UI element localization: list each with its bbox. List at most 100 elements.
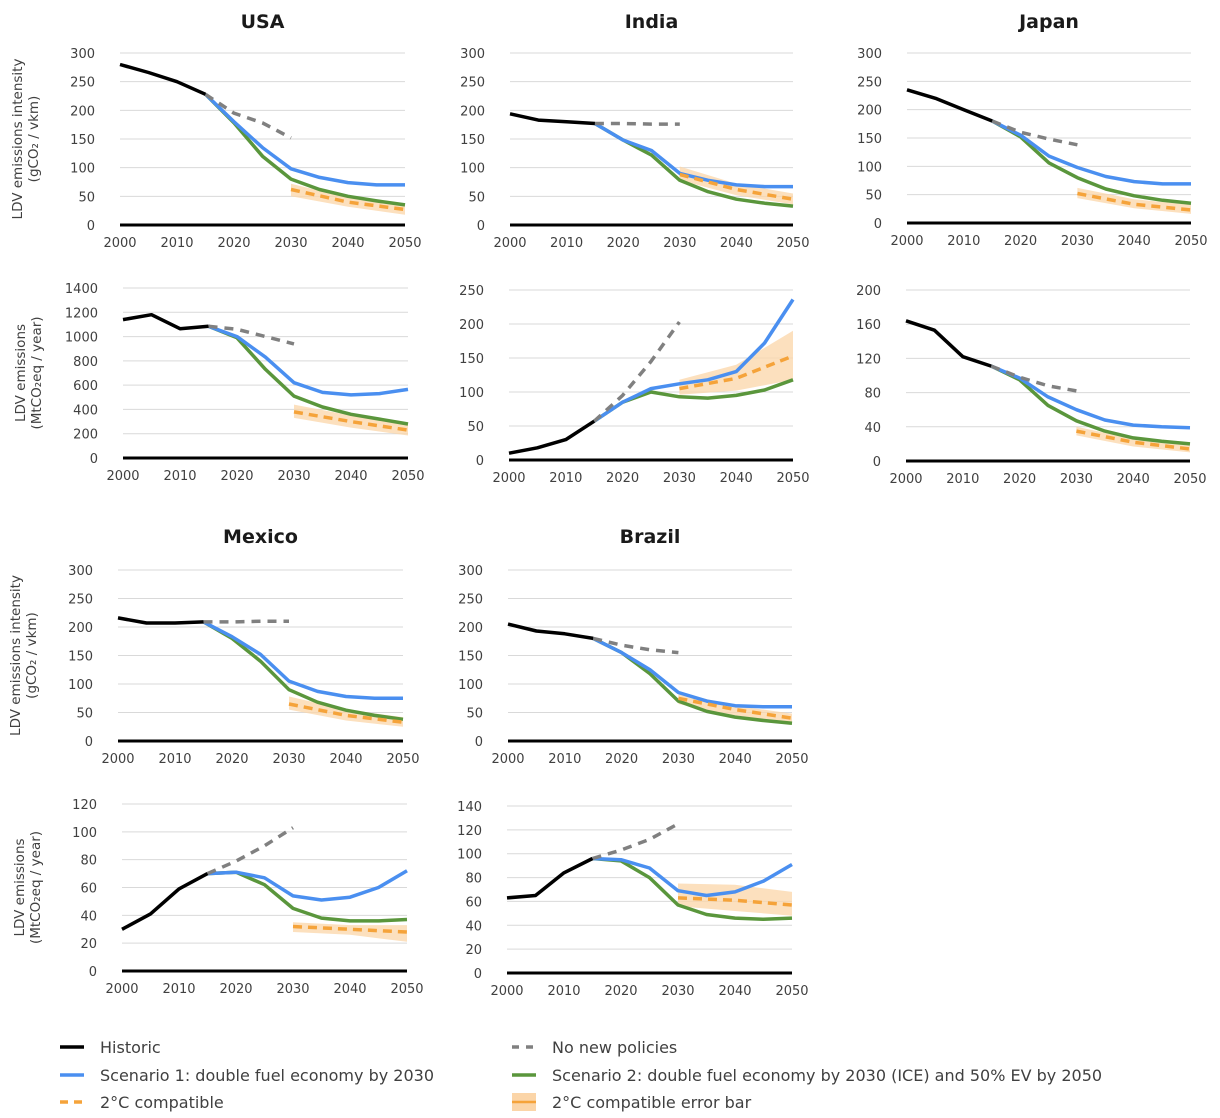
y-tick-label: 1400	[65, 282, 98, 297]
x-tick-label: 2030	[662, 752, 695, 767]
x-tick-label: 2030	[272, 752, 305, 767]
y-tick-label: 0	[476, 454, 484, 469]
x-tick-label: 2050	[775, 984, 808, 999]
x-tick-label: 2010	[550, 236, 583, 251]
two-degree-line	[679, 354, 794, 391]
x-tick-label: 2010	[158, 752, 191, 767]
y-axis-label-line2: (gCO₂ / vkm)	[24, 612, 40, 699]
y-tick-label: 300	[857, 47, 882, 62]
error-bar-band	[678, 883, 792, 916]
x-tick-label: 2030	[663, 471, 696, 486]
y-axis-label: LDV emissions(MtCO₂eq / year)	[13, 316, 45, 429]
y-tick-label: 1200	[65, 306, 98, 321]
x-tick-label: 2020	[220, 469, 253, 484]
x-tick-label: 2020	[219, 982, 252, 997]
legend-item-historic: Historic	[60, 1038, 161, 1057]
y-tick-label: 200	[73, 428, 98, 443]
x-tick-label: 2000	[490, 984, 523, 999]
y-tick-label: 0	[89, 965, 97, 980]
x-tick-label: 2040	[718, 984, 751, 999]
two-degree-line	[293, 410, 409, 432]
x-tick-label: 2000	[105, 982, 138, 997]
legend-label: Historic	[100, 1038, 161, 1057]
y-tick-label: 200	[459, 318, 484, 333]
two-degree-line	[678, 696, 793, 720]
y-axis-label-line1: LDV emissions	[12, 838, 28, 936]
panel-title: India	[625, 11, 679, 33]
y-tick-label: 60	[465, 895, 482, 910]
x-tick-label: 2010	[163, 469, 196, 484]
y-tick-label: 60	[80, 882, 97, 897]
x-tick-label: 2030	[1061, 234, 1094, 249]
two-degree-line	[290, 187, 406, 212]
x-tick-label: 2030	[276, 982, 309, 997]
y-tick-label: 100	[457, 848, 482, 863]
historic-line	[122, 312, 209, 331]
y-tick-label: 0	[874, 217, 882, 232]
y-tick-label: 300	[70, 47, 95, 62]
y-tick-label: 100	[70, 162, 95, 177]
x-tick-label: 2050	[775, 752, 808, 767]
y-tick-label: 150	[458, 650, 483, 665]
x-tick-label: 2020	[607, 236, 640, 251]
panel-row-5: 0 40 80 120 160 200 2000 2010 2020 2030 2040 2050	[856, 284, 1206, 487]
y-tick-label: 200	[68, 621, 93, 636]
historic-line	[508, 419, 596, 455]
panel-title: Japan	[1017, 11, 1079, 33]
y-tick-label: 250	[70, 76, 95, 91]
y-tick-label: 40	[864, 421, 881, 436]
panel-title: USA	[241, 11, 285, 33]
no-new-policies-line	[991, 119, 1078, 147]
x-tick-label: 2030	[277, 469, 310, 484]
y-tick-label: 300	[460, 47, 485, 62]
y-tick-label: 150	[460, 133, 485, 148]
x-tick-label: 2050	[388, 236, 421, 251]
panel-mexico: Mexico 0 50 100 150 200 250 300 2000 2010 2020 2030…	[8, 526, 420, 767]
y-tick-label: 250	[458, 593, 483, 608]
y-tick-label: 0	[90, 452, 98, 467]
no-new-policies-line	[208, 324, 295, 346]
y-tick-label: 200	[857, 104, 882, 119]
y-tick-label: 80	[465, 872, 482, 887]
legend-item-error_bar: 2°C compatible error bar	[512, 1093, 752, 1112]
y-tick-label: 150	[459, 352, 484, 367]
x-tick-label: 2040	[1118, 234, 1151, 249]
y-tick-label: 50	[467, 420, 484, 435]
y-tick-label: 150	[857, 132, 882, 147]
x-tick-label: 2040	[719, 752, 752, 767]
x-tick-label: 2010	[162, 982, 195, 997]
historic-line	[117, 616, 204, 625]
y-tick-label: 120	[856, 352, 881, 367]
x-tick-label: 2010	[547, 984, 580, 999]
y-axis-label-line1: LDV emissions	[13, 324, 29, 422]
legend-item-no_new_policies: No new policies	[512, 1038, 677, 1057]
historic-line	[906, 88, 993, 123]
y-tick-label: 160	[856, 318, 881, 333]
two-degree-line	[677, 896, 793, 907]
y-tick-label: 100	[857, 160, 882, 175]
error-bar-band	[1077, 187, 1191, 214]
two-degree-line	[288, 702, 404, 724]
x-tick-label: 2050	[776, 471, 809, 486]
legend-label: 2°C compatible error bar	[552, 1093, 752, 1112]
x-tick-label: 2020	[604, 984, 637, 999]
x-tick-label: 2000	[101, 752, 134, 767]
y-tick-label: 100	[460, 162, 485, 177]
scenario1-line	[592, 636, 792, 709]
scenario1-line	[207, 324, 409, 397]
scenario2-line	[202, 620, 404, 722]
historic-line	[506, 856, 594, 900]
x-tick-label: 2000	[889, 472, 922, 487]
x-tick-label: 2040	[720, 236, 753, 251]
y-axis-label-line1: LDV emissions intensity	[10, 59, 26, 220]
y-tick-label: 300	[458, 564, 483, 579]
x-tick-label: 2050	[391, 469, 424, 484]
x-tick-label: 2000	[103, 236, 136, 251]
x-tick-label: 2000	[493, 236, 526, 251]
y-tick-label: 0	[474, 967, 482, 982]
x-tick-label: 2020	[606, 471, 639, 486]
historic-line	[509, 112, 596, 126]
